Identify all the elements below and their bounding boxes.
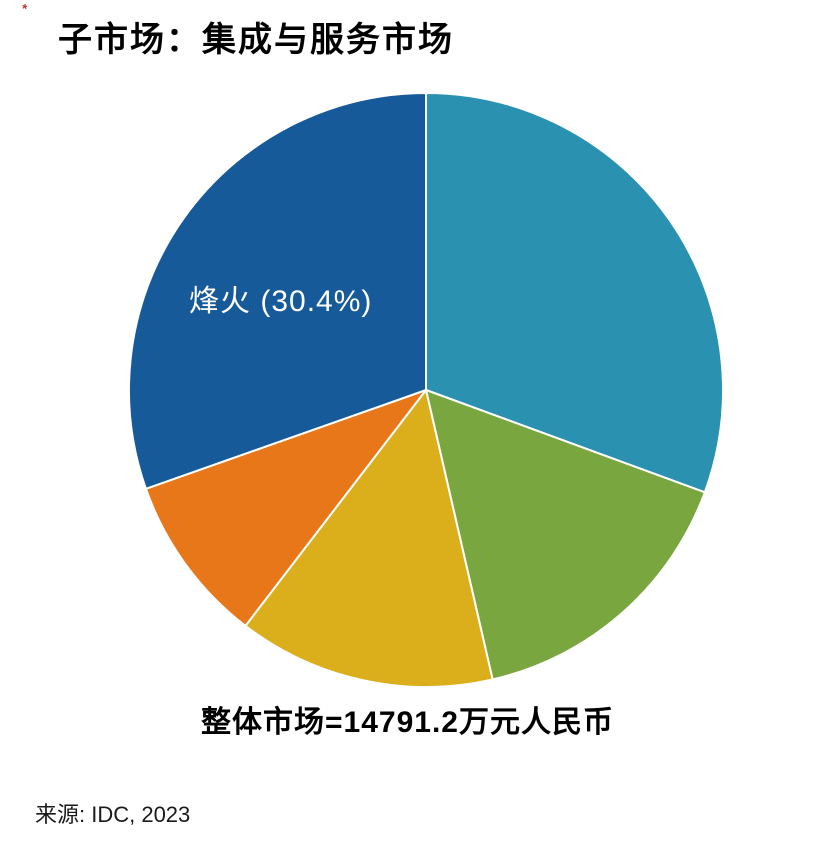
chart-caption: 整体市场=14791.2万元人民币 — [201, 706, 614, 739]
pie-slice-green — [425, 389, 706, 681]
source-note: 来源: IDC, 2023 — [35, 802, 191, 827]
pie-slice-teal — [425, 92, 724, 494]
pie-slice-fenghuo — [128, 92, 427, 490]
pie-slice-yellow — [244, 389, 494, 688]
chart-title: 子市场：集成与服务市场 — [58, 22, 454, 59]
pie-chart — [128, 92, 724, 688]
pie-slice-label-fenghuo: 烽火 (30.4%) — [189, 285, 373, 318]
pie-slice-orange — [144, 389, 427, 627]
